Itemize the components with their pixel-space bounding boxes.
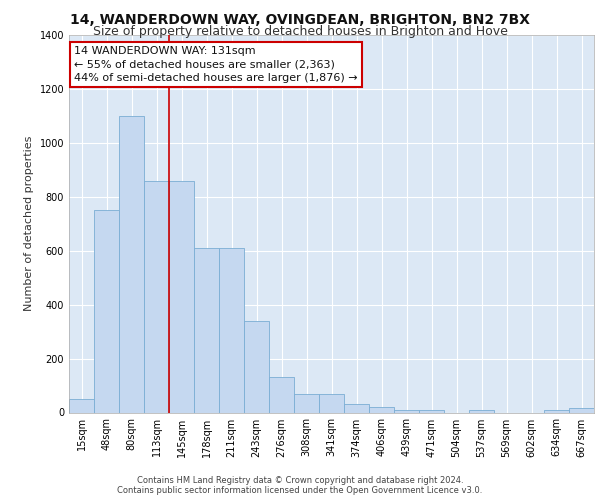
Bar xyxy=(394,410,419,412)
Bar xyxy=(469,410,494,412)
Text: 14 WANDERDOWN WAY: 131sqm
← 55% of detached houses are smaller (2,363)
44% of se: 14 WANDERDOWN WAY: 131sqm ← 55% of detac… xyxy=(74,46,358,82)
Bar xyxy=(244,321,269,412)
Bar xyxy=(419,410,444,412)
Text: Contains HM Land Registry data © Crown copyright and database right 2024.: Contains HM Land Registry data © Crown c… xyxy=(137,476,463,485)
Bar xyxy=(344,404,369,412)
Text: Size of property relative to detached houses in Brighton and Hove: Size of property relative to detached ho… xyxy=(92,25,508,38)
Bar xyxy=(269,378,294,412)
Bar xyxy=(94,210,119,412)
Bar xyxy=(294,394,319,412)
Bar xyxy=(119,116,144,412)
Bar xyxy=(144,180,169,412)
Bar xyxy=(569,408,594,412)
Y-axis label: Number of detached properties: Number of detached properties xyxy=(24,136,34,312)
Bar xyxy=(219,248,244,412)
Text: Contains public sector information licensed under the Open Government Licence v3: Contains public sector information licen… xyxy=(118,486,482,495)
Bar xyxy=(69,399,94,412)
Bar xyxy=(169,180,194,412)
Bar xyxy=(319,394,344,412)
Bar xyxy=(369,407,394,412)
Text: 14, WANDERDOWN WAY, OVINGDEAN, BRIGHTON, BN2 7BX: 14, WANDERDOWN WAY, OVINGDEAN, BRIGHTON,… xyxy=(70,12,530,26)
Bar xyxy=(194,248,219,412)
Bar xyxy=(544,410,569,412)
